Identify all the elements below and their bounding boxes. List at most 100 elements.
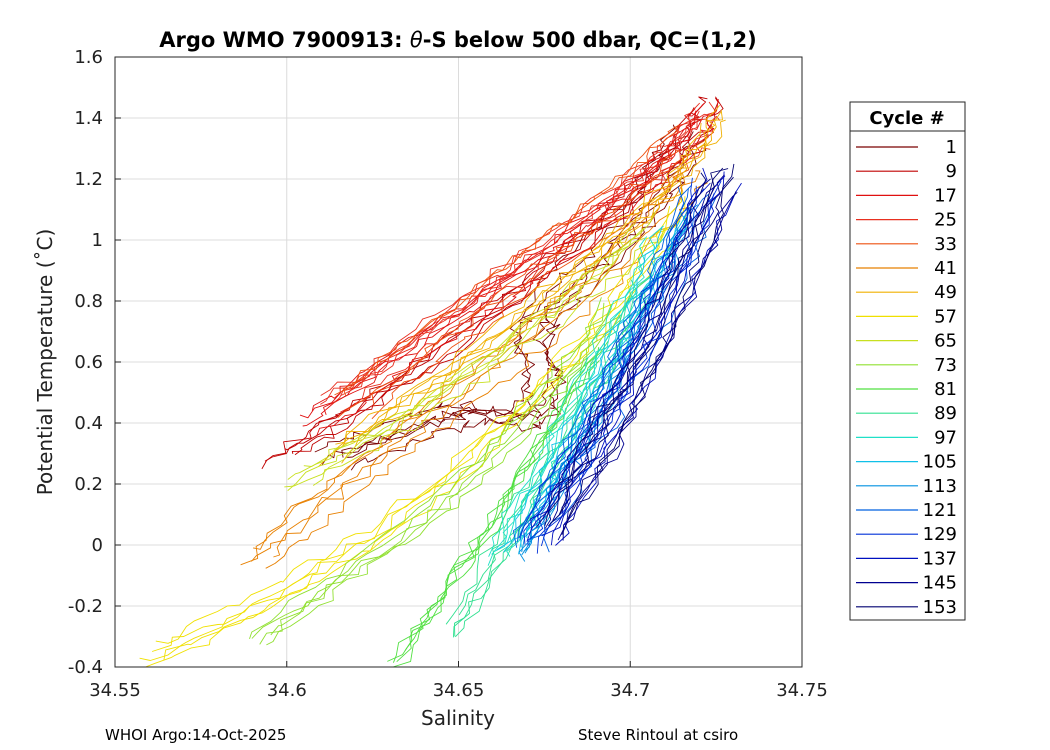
profile-trace-cycle-153	[548, 167, 724, 527]
legend-entry-label: 9	[946, 161, 957, 182]
profile-trace-cycle-73	[266, 314, 621, 646]
y-tick-label: 0.6	[74, 352, 103, 373]
legend-entry-label: 105	[923, 452, 957, 473]
profile-trace-cycle-129	[527, 185, 697, 546]
profile-trace-cycle-33	[334, 126, 678, 396]
legend-title: Cycle #	[869, 108, 944, 129]
profile-trace-cycle-145	[562, 190, 737, 541]
profile-trace-cycle-73	[251, 302, 605, 639]
legend-entry-label: 113	[923, 476, 957, 497]
x-tick-labels: 34.55 34.6 34.65 34.7 34.75	[89, 661, 828, 701]
x-tick-label: 34.75	[776, 680, 828, 701]
x-tick-label: 34.55	[89, 680, 141, 701]
x-tick-label: 34.6	[267, 680, 307, 701]
legend-entry-label: 65	[934, 331, 957, 352]
profile-trace-cycle-73	[249, 297, 602, 640]
profile-trace-cycle-153	[561, 176, 734, 535]
y-tick-label: 0.8	[74, 291, 103, 312]
y-tick-label: 1.2	[74, 169, 103, 190]
legend-entry-label: 129	[923, 524, 957, 545]
profile-trace-cycle-9	[264, 108, 700, 462]
profile-trace-cycle-97	[491, 225, 664, 555]
profile-trace-cycle-33	[343, 124, 680, 396]
x-axis-label: Salinity	[421, 706, 495, 730]
profile-trace-cycle-33	[371, 136, 710, 406]
legend-entry-label: 25	[934, 210, 957, 231]
y-tick-label: 0.4	[74, 413, 103, 434]
profile-trace-cycle-65	[287, 227, 645, 491]
legend-entry-label: 41	[934, 258, 957, 279]
grid-lines	[114, 56, 803, 668]
profile-trace-cycle-145	[552, 174, 725, 522]
profile-trace-cycle-81	[387, 357, 589, 662]
profile-trace-cycle-97	[488, 236, 648, 557]
legend-entries: 1 9 17 25 33 41 49 57 65 73 81 89 97 105 113 121 129 137 1…	[856, 137, 957, 618]
profile-trace-cycle-1	[350, 143, 707, 471]
legend-entry-label: 97	[934, 427, 957, 448]
profile-trace-cycle-81	[396, 347, 600, 663]
profile-trace-cycle-49	[335, 104, 720, 445]
series-lines	[139, 96, 742, 668]
profile-trace-cycle-57	[145, 212, 683, 668]
footer-source: WHOI Argo:14-Oct-2025	[105, 726, 286, 744]
profile-trace-cycle-137	[555, 182, 742, 546]
y-tick-label: 0	[92, 535, 103, 556]
legend-entry-label: 121	[923, 500, 957, 521]
profile-trace-cycle-65	[284, 237, 646, 488]
profile-trace-cycle-57	[163, 205, 693, 661]
profile-trace-cycle-145	[536, 178, 711, 528]
y-tick-label: 0.2	[74, 474, 103, 495]
profile-trace-cycle-121	[543, 196, 717, 553]
x-tick-label: 34.65	[433, 680, 485, 701]
profile-trace-cycle-113	[521, 204, 699, 556]
legend-entry-label: 153	[923, 597, 957, 618]
profile-trace-cycle-153	[567, 163, 735, 520]
profile-trace-cycle-153	[558, 168, 729, 515]
profile-trace-cycle-121	[517, 184, 693, 542]
profile-trace-cycle-129	[518, 177, 693, 539]
profile-trace-cycle-17	[299, 110, 697, 419]
profile-trace-cycle-49	[318, 122, 702, 467]
y-tick-label: 1	[92, 230, 103, 251]
profile-trace-cycle-105	[496, 226, 663, 551]
chart-title: Argo WMO 7900913: θ-S below 500 dbar, QC…	[159, 28, 756, 52]
y-axis-label: Potential Temperature (˚C)	[33, 229, 57, 496]
y-tick-label: -0.2	[68, 596, 103, 617]
legend-entry-label: 145	[923, 573, 957, 594]
profile-trace-cycle-41	[253, 156, 685, 550]
profile-trace-cycle-57	[151, 196, 686, 652]
profile-trace-cycle-49	[337, 109, 723, 450]
profile-trace-cycle-33	[371, 147, 711, 420]
profile-trace-cycle-73	[270, 298, 631, 636]
profile-trace-cycle-33	[337, 149, 680, 418]
legend-entry-label: 57	[934, 306, 957, 327]
footer-author: Steve Rintoul at csiro	[578, 726, 738, 744]
legend-entry-label: 17	[934, 185, 957, 206]
profile-trace-cycle-97	[504, 225, 675, 546]
legend-entry-label: 73	[934, 355, 957, 376]
legend-entry-label: 1	[946, 137, 957, 158]
legend-entry-label: 89	[934, 403, 957, 424]
profile-trace-cycle-25	[331, 113, 712, 405]
profile-trace-cycle-1	[346, 134, 709, 458]
profile-trace-cycle-73	[259, 303, 612, 645]
legend: Cycle # 1 9 17 25 33 41 49 57 65 73 81 89 97 105 113 12…	[849, 101, 966, 621]
profile-trace-cycle-65	[312, 227, 665, 486]
profile-trace-cycle-49	[341, 119, 726, 464]
y-tick-label: -0.4	[68, 657, 103, 678]
y-tick-label: 1.6	[74, 47, 103, 68]
legend-entry-label: 33	[934, 234, 957, 255]
y-tick-label: 1.4	[74, 108, 103, 129]
legend-entry-label: 49	[934, 282, 957, 303]
profile-trace-cycle-65	[303, 211, 656, 467]
profile-trace-cycle-145	[557, 191, 738, 541]
profile-trace-cycle-25	[340, 115, 721, 413]
y-tick-labels: -0.4 -0.2 0 0.2 0.4 0.6 0.8 1 1.2 1.4 1.6	[68, 47, 121, 678]
profile-trace-cycle-41	[273, 170, 701, 558]
profile-trace-cycle-105	[503, 229, 677, 553]
profile-trace-cycle-153	[544, 172, 707, 526]
legend-entry-label: 137	[923, 548, 957, 569]
x-tick-label: 34.7	[610, 680, 650, 701]
profile-trace-cycle-17	[302, 121, 695, 427]
